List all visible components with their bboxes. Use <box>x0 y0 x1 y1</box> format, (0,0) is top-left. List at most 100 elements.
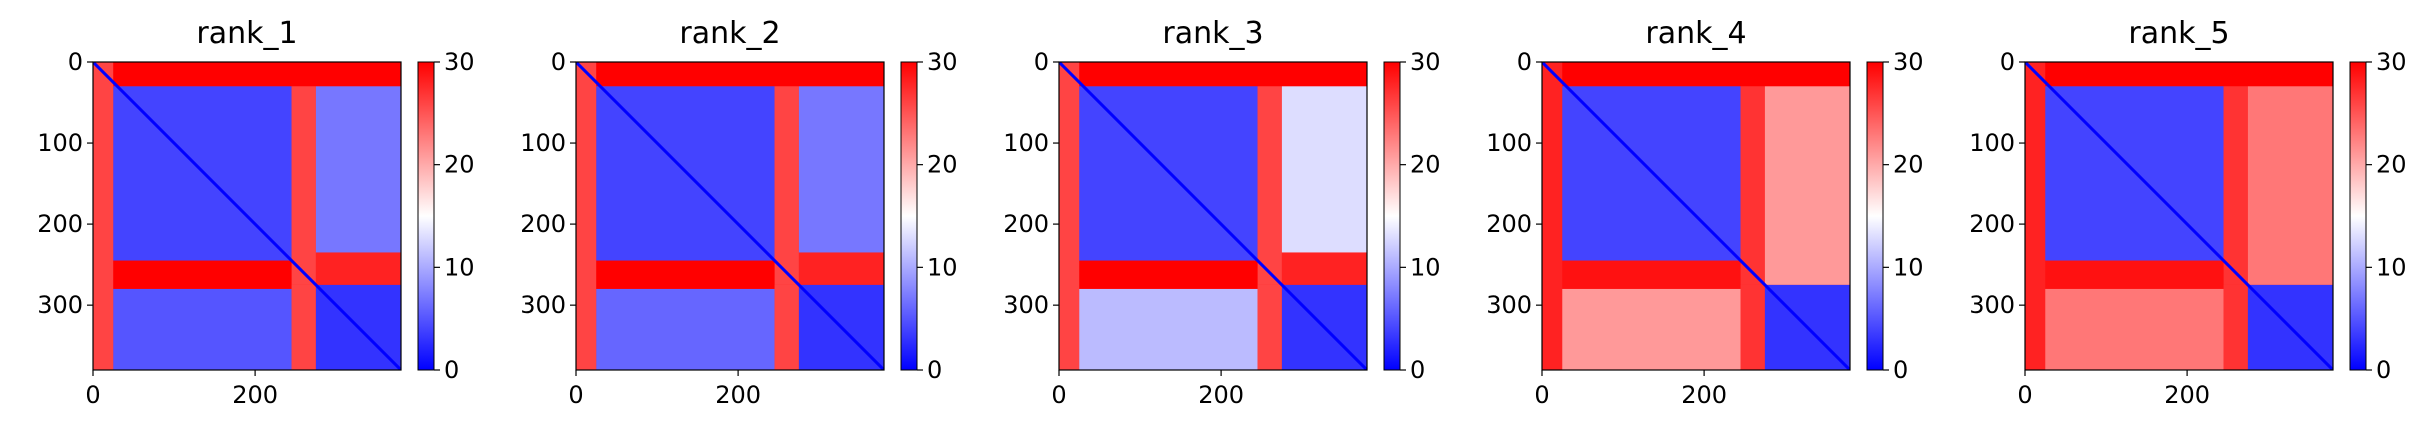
y-tick-label: 100 <box>37 129 83 157</box>
colorbar <box>900 61 918 371</box>
colorbar-tick-label: 20 <box>1410 151 1441 179</box>
panel-title: rank_5 <box>2128 16 2229 51</box>
y-tick-label: 0 <box>1517 48 1532 76</box>
heatmap-block <box>596 288 775 370</box>
heatmap-diagonal <box>576 62 884 370</box>
plot-frame <box>92 61 402 371</box>
heatmap-1 <box>93 62 401 370</box>
y-tick-label: 300 <box>37 291 83 319</box>
heatmap-block <box>1542 62 1563 370</box>
x-tick-label: 200 <box>2164 381 2210 409</box>
colorbar <box>1866 61 1884 371</box>
heatmap-block <box>2223 284 2248 370</box>
heatmap-diagonal <box>93 62 401 370</box>
heatmap-block <box>774 284 799 370</box>
heatmap-block <box>1059 62 1080 370</box>
panel-title: rank_3 <box>1162 16 1263 51</box>
y-tick-label: 100 <box>520 129 566 157</box>
colorbar-tick-label: 0 <box>444 356 459 384</box>
panel-title: rank_4 <box>1645 16 1746 51</box>
colorbar-tick-label: 30 <box>2376 48 2407 76</box>
plot-frame <box>575 61 885 371</box>
colorbar-tick-label: 0 <box>1410 356 1425 384</box>
colorbar-tick-label: 10 <box>444 253 475 281</box>
heatmap-block <box>1281 86 1367 253</box>
colorbar-tick-label: 30 <box>444 48 475 76</box>
colorbar-tick-label: 0 <box>927 356 942 384</box>
heatmap-block <box>2045 260 2224 289</box>
colorbar <box>1383 61 1401 371</box>
x-tick-label: 200 <box>232 381 278 409</box>
heatmap-block <box>1079 260 1258 289</box>
y-tick-label: 100 <box>1486 129 1532 157</box>
colorbar <box>2349 61 2367 371</box>
heatmap-block <box>113 288 292 370</box>
y-tick-label: 300 <box>520 291 566 319</box>
heatmap-block <box>93 62 114 370</box>
heatmap-block <box>1740 284 1765 370</box>
heatmap-block <box>1079 288 1258 370</box>
y-tick-label: 200 <box>37 210 83 238</box>
colorbar-tick-label: 30 <box>1893 48 1924 76</box>
y-tick-label: 200 <box>1486 210 1532 238</box>
heatmap-block <box>1257 86 1282 285</box>
panel-5: rank_5 0 100 200 300 0 200 0 10 20 30 <box>1969 16 2406 409</box>
heatmap-block <box>1257 284 1282 370</box>
heatmap-block <box>1562 260 1741 289</box>
heatmap-block <box>798 252 884 285</box>
colorbar-tick-label: 10 <box>2376 253 2407 281</box>
x-tick-label: 0 <box>1534 381 1549 409</box>
plot-frame <box>2024 61 2334 371</box>
x-tick-label: 200 <box>715 381 761 409</box>
heatmap-block <box>315 252 401 285</box>
x-tick-label: 200 <box>1681 381 1727 409</box>
heatmap-block <box>798 86 884 253</box>
colorbar-tick-label: 10 <box>1410 253 1441 281</box>
heatmap-block <box>1740 86 1765 285</box>
colorbar-tick-label: 20 <box>444 151 475 179</box>
y-tick-label: 100 <box>1003 129 1049 157</box>
y-tick-label: 300 <box>1003 291 1049 319</box>
colorbar-tick-label: 20 <box>927 151 958 179</box>
x-tick-label: 200 <box>1198 381 1244 409</box>
heatmap-block <box>596 260 775 289</box>
x-tick-label: 0 <box>2017 381 2032 409</box>
heatmap-diagonal <box>1059 62 1367 370</box>
panel-3: rank_3 0 100 200 300 0 200 0 10 20 30 <box>1003 16 1440 409</box>
panel-title: rank_2 <box>679 16 780 51</box>
y-tick-label: 0 <box>551 48 566 76</box>
heatmap-diagonal <box>2025 62 2333 370</box>
heatmap-3 <box>1059 62 1367 370</box>
x-tick-label: 0 <box>568 381 583 409</box>
panel-title: rank_1 <box>196 16 297 51</box>
colorbar-tick-label: 0 <box>1893 356 1908 384</box>
heatmap-block <box>1764 86 1850 285</box>
heatmap-block <box>2045 288 2224 370</box>
y-tick-label: 0 <box>68 48 83 76</box>
y-tick-label: 200 <box>1969 210 2015 238</box>
colorbar-tick-label: 30 <box>1410 48 1441 76</box>
heatmap-block <box>291 86 316 285</box>
heatmap-block <box>315 86 401 253</box>
colorbar-tick-label: 10 <box>927 253 958 281</box>
colorbar-tick-label: 30 <box>927 48 958 76</box>
panel-1: rank_1 0 100 200 300 0 200 0 10 20 30 <box>37 16 474 409</box>
y-tick-label: 300 <box>1486 291 1532 319</box>
heatmap-block <box>1281 252 1367 285</box>
heatmap-block <box>2025 62 2046 370</box>
heatmap-block <box>2247 86 2333 285</box>
heatmap-block <box>774 86 799 285</box>
heatmap-block <box>113 62 401 87</box>
panel-2: rank_2 0 100 200 300 0 200 0 10 20 30 <box>520 16 957 409</box>
y-tick-label: 200 <box>520 210 566 238</box>
heatmap-2 <box>576 62 884 370</box>
colorbar-tick-label: 20 <box>1893 151 1924 179</box>
heatmap-block <box>291 284 316 370</box>
heatmap-block <box>596 62 884 87</box>
x-tick-label: 0 <box>1051 381 1066 409</box>
plot-frame <box>1541 61 1851 371</box>
heatmap-block <box>576 62 597 370</box>
y-tick-label: 0 <box>2000 48 2015 76</box>
y-tick-label: 0 <box>1034 48 1049 76</box>
